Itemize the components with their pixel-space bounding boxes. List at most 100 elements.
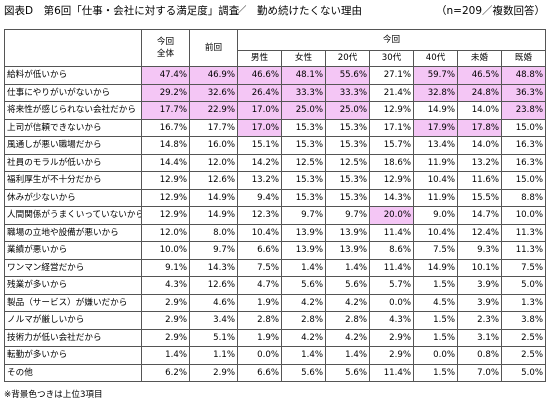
table-row: 福利厚生が不十分だから 12.9% 12.6% 13.2% 15.3% 15.3% 12.9… (4, 171, 546, 190)
value-cell: 15.7% (369, 136, 414, 155)
table-row: 仕事にやりがいがないから 29.2% 32.6% 26.4% 33.3% 33.3% 21.… (4, 83, 546, 102)
value-cell: 14.0% (457, 101, 502, 120)
table-row: 転勤が多いから 1.4% 1.1% 0.0% 1.4% 1.4% 2.9% 0.0% 0.8% 2… (4, 346, 546, 365)
value-cell: 18.6% (369, 153, 414, 172)
value-cell: 14.9% (189, 206, 238, 225)
value-cell: 7.5% (501, 258, 546, 277)
value-cell: 2.9% (189, 363, 238, 382)
header-current-total-line2: 全体 (156, 49, 175, 59)
value-cell: 1.4% (325, 346, 370, 365)
row-label: 上司が信頼できないから (4, 118, 142, 137)
value-cell: 48.8% (501, 66, 546, 85)
value-cell: 33.3% (325, 83, 370, 102)
report-title: 図表D 第6回「仕事・会社に対する満足度」調査 (4, 5, 240, 17)
value-cell: 1.4% (141, 346, 190, 365)
value-cell: 15.3% (325, 118, 370, 137)
value-cell: 4.2% (325, 328, 370, 347)
value-cell: 2.8% (281, 311, 326, 330)
value-cell: 15.3% (325, 171, 370, 190)
row-label: 転勤が多いから (4, 346, 142, 365)
value-cell: 12.4% (457, 223, 502, 242)
row-label: 社員のモラルが低いから (4, 153, 142, 172)
value-cell: 10.0% (501, 206, 546, 225)
value-cell: 7.0% (457, 363, 502, 382)
value-cell: 1.4% (281, 346, 326, 365)
value-cell: 12.0% (189, 153, 238, 172)
value-cell: 47.4% (141, 66, 190, 85)
row-label: 福利厚生が不十分だから (4, 171, 142, 190)
value-cell: 17.7% (189, 118, 238, 137)
row-label: 製品（サービス）が嫌いだから (4, 293, 142, 312)
value-cell: 16.3% (501, 136, 546, 155)
value-cell: 2.9% (141, 328, 190, 347)
value-cell: 2.3% (457, 311, 502, 330)
value-cell: 1.5% (413, 328, 458, 347)
value-cell: 8.8% (501, 188, 546, 207)
value-cell: 5.0% (501, 363, 546, 382)
value-cell: 3.9% (457, 293, 502, 312)
value-cell: 6.2% (141, 363, 190, 382)
value-cell: 59.7% (413, 66, 458, 85)
value-cell: 15.3% (281, 118, 326, 137)
value-cell: 13.9% (325, 223, 370, 242)
value-cell: 4.6% (189, 293, 238, 312)
value-cell: 15.3% (325, 188, 370, 207)
header-previous: 前回 (189, 29, 238, 67)
value-cell: 5.1% (189, 328, 238, 347)
value-cell: 48.1% (281, 66, 326, 85)
value-cell: 8.0% (189, 223, 238, 242)
row-label: 仕事にやりがいがないから (4, 83, 142, 102)
value-cell: 6.6% (237, 241, 282, 260)
value-cell: 10.4% (237, 223, 282, 242)
value-cell: 4.7% (237, 276, 282, 295)
value-cell: 14.3% (369, 188, 414, 207)
value-cell: 10.0% (141, 241, 190, 260)
value-cell: 17.1% (369, 118, 414, 137)
table-row: ワンマン経営だから 9.1% 14.3% 7.5% 1.4% 1.4% 11.4% 14.9%… (4, 258, 546, 277)
value-cell: 0.8% (457, 346, 502, 365)
value-cell: 9.4% (237, 188, 282, 207)
value-cell: 10.1% (457, 258, 502, 277)
value-cell: 11.9% (413, 188, 458, 207)
row-label: 業績が悪いから (4, 241, 142, 260)
value-cell: 24.8% (457, 83, 502, 102)
value-cell: 27.1% (369, 66, 414, 85)
value-cell: 13.2% (237, 171, 282, 190)
table-body: 給料が低いから 47.4% 46.9% 46.6% 48.1% 55.6% 27.1% 59.… (4, 66, 546, 382)
value-cell: 14.9% (413, 101, 458, 120)
table-row: 職場の立地や設備が悪いから 12.0% 8.0% 10.4% 13.9% 13.9% 11.… (4, 223, 546, 242)
value-cell: 4.2% (281, 328, 326, 347)
value-cell: 11.4% (369, 223, 414, 242)
value-cell: 9.7% (281, 206, 326, 225)
value-cell: 17.0% (237, 101, 282, 120)
value-cell: 15.3% (325, 136, 370, 155)
value-cell: 15.1% (237, 136, 282, 155)
value-cell: 3.8% (501, 311, 546, 330)
header-subcolumn: 女性 (281, 50, 326, 67)
value-cell: 2.9% (369, 328, 414, 347)
table-row: 風通しが悪い職場だから 14.8% 16.0% 15.1% 15.3% 15.3% 15.7… (4, 136, 546, 155)
value-cell: 8.6% (369, 241, 414, 260)
value-cell: 55.6% (325, 66, 370, 85)
row-label: 風通しが悪い職場だから (4, 136, 142, 155)
table-row: その他 6.2% 2.9% 6.6% 5.6% 5.6% 11.4% 1.5% 7.0% 5.0% (4, 363, 546, 382)
value-cell: 22.9% (189, 101, 238, 120)
value-cell: 12.9% (369, 101, 414, 120)
table-row: 人間関係がうまくいっていないから 12.9% 14.9% 12.3% 9.7% 9.7% 2… (4, 206, 546, 225)
value-cell: 15.0% (501, 118, 546, 137)
header-row-top: 今回 全体 前回 今回 (4, 29, 546, 67)
value-cell: 2.5% (501, 328, 546, 347)
value-cell: 1.9% (237, 328, 282, 347)
value-cell: 25.0% (325, 101, 370, 120)
value-cell: 46.9% (189, 66, 238, 85)
value-cell: 16.0% (189, 136, 238, 155)
value-cell: 13.2% (457, 153, 502, 172)
value-cell: 21.4% (369, 83, 414, 102)
value-cell: 1.5% (413, 363, 458, 382)
value-cell: 2.9% (369, 346, 414, 365)
table-row: 社員のモラルが低いから 14.4% 12.0% 14.2% 12.5% 12.5% 18.6… (4, 153, 546, 172)
value-cell: 9.7% (189, 241, 238, 260)
value-cell: 0.0% (413, 346, 458, 365)
value-cell: 4.3% (369, 311, 414, 330)
header-current-group: 今回 (237, 29, 546, 51)
